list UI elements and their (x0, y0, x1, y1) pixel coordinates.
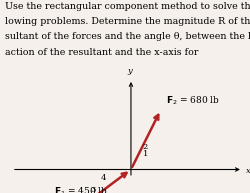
Text: Use the rectangular component method to solve the fol-: Use the rectangular component method to … (5, 2, 250, 11)
Text: 2: 2 (143, 143, 148, 151)
Text: 1: 1 (143, 150, 148, 158)
Text: action of the resultant and the x-axis for: action of the resultant and the x-axis f… (5, 48, 198, 57)
Text: 3: 3 (90, 186, 96, 193)
Text: sultant of the forces and the angle θ, between the line of: sultant of the forces and the angle θ, b… (5, 32, 250, 41)
Text: lowing problems. Determine the magnitude R of the re-: lowing problems. Determine the magnitude… (5, 17, 250, 26)
Text: x: x (246, 167, 250, 175)
Text: y: y (128, 67, 132, 75)
Text: $\mathbf{F}_2$ = 680 lb: $\mathbf{F}_2$ = 680 lb (166, 95, 220, 108)
Text: $\mathbf{F}_1$ = 450 lb: $\mathbf{F}_1$ = 450 lb (54, 186, 108, 193)
Text: 4: 4 (101, 174, 106, 182)
